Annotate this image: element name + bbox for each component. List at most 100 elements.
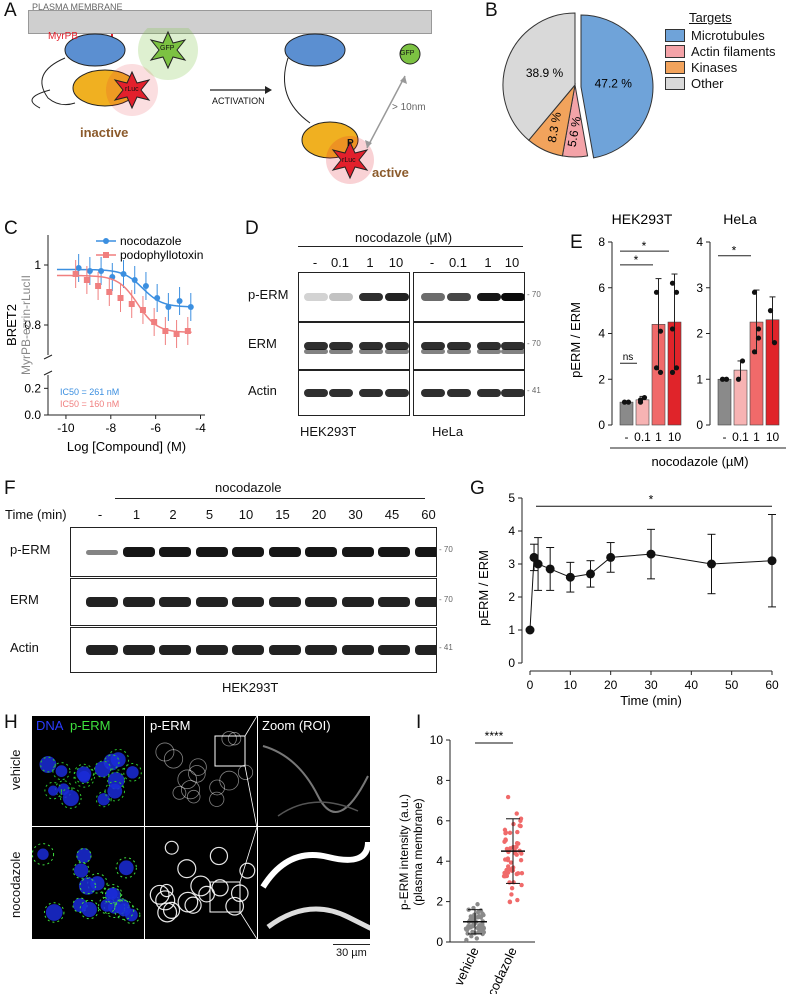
legend-title: Targets — [689, 10, 732, 25]
f-row-label: Actin — [10, 640, 39, 655]
scale-label: 30 µm — [336, 947, 367, 959]
f-band — [159, 645, 191, 655]
d-lane-label: 0.1 — [448, 255, 468, 270]
c-point-nocodazole — [120, 271, 127, 277]
e-bar — [619, 401, 634, 426]
d-row-label: ERM — [248, 336, 277, 351]
cell-membrane — [79, 899, 100, 920]
g-xtick-label: 20 — [604, 678, 618, 692]
cell-outline — [177, 891, 199, 913]
f-lane-label: - — [97, 507, 103, 522]
c-point-podophyllotoxin — [139, 307, 146, 313]
c-point-nocodazole — [142, 283, 149, 289]
cell-outline — [163, 749, 184, 769]
f-band — [159, 597, 191, 607]
cell-nucleus — [62, 789, 79, 807]
panel-label-a: A — [4, 0, 17, 21]
cell-nucleus — [105, 887, 121, 904]
axis-break — [43, 354, 53, 360]
f-header: nocodazole — [215, 480, 282, 495]
d-mw-label: - 70 — [527, 339, 541, 348]
cell-nucleus — [126, 766, 139, 779]
c-legend-label: nocodazole — [120, 234, 182, 248]
f-band — [414, 597, 436, 607]
zoom-vehicle-image — [258, 716, 370, 826]
d-band — [501, 293, 524, 301]
pie-value-label: 47.2 % — [595, 76, 633, 90]
d-band — [304, 342, 328, 350]
e-point — [723, 376, 730, 382]
e-sig-label: * — [634, 253, 639, 267]
cell-outline — [190, 875, 212, 897]
g-point — [767, 556, 777, 566]
activation-label: ACTIVATION — [212, 96, 265, 106]
d-band — [421, 349, 445, 354]
i-point-vehicle — [478, 908, 484, 913]
cell-outline — [177, 859, 197, 879]
f-mw-label: - 70 — [439, 545, 453, 554]
i-ylabel: p-ERM intensity (a.u.) — [397, 794, 411, 910]
f-mw-label: - 70 — [439, 595, 453, 604]
active-label: active — [372, 165, 409, 180]
cell-outline — [188, 765, 206, 783]
cell-membrane — [95, 791, 112, 808]
d-band — [329, 342, 353, 350]
i-ylabel2: (plasma membrane) — [411, 798, 425, 905]
merge-nocodazole-image — [32, 827, 144, 939]
f-lane-label: 60 — [421, 507, 436, 522]
f-band — [305, 547, 337, 557]
g-xtick-label: 30 — [644, 678, 658, 692]
d-band — [477, 349, 501, 354]
f-band — [232, 547, 264, 557]
f-cell-label: HEK293T — [222, 680, 279, 695]
c-point-podophyllotoxin — [95, 283, 102, 289]
i-point-nocodazole — [518, 818, 523, 824]
c-xtick-label: -10 — [57, 421, 75, 435]
cell-outline — [157, 902, 178, 923]
i-point-vehicle — [475, 902, 480, 907]
cell-membrane — [104, 780, 125, 802]
f-lane-label: 10 — [238, 507, 254, 522]
legend-item: Actin filaments — [665, 43, 776, 59]
axis-break — [43, 370, 53, 376]
cell-outline — [164, 840, 179, 855]
cell-nucleus — [73, 863, 89, 878]
pie-slice-microtubules — [580, 14, 654, 159]
d-band — [447, 389, 471, 397]
d-band — [477, 293, 501, 301]
legend-label: Actin filaments — [691, 43, 776, 59]
cell-nucleus — [55, 765, 68, 778]
i-point-nocodazole — [503, 857, 508, 862]
panel-label-h: H — [4, 712, 18, 733]
d-row-label: p-ERM — [248, 287, 289, 302]
roi-line — [244, 716, 257, 737]
f-lane-label: 30 — [348, 507, 363, 522]
f-band — [86, 549, 118, 555]
i-point-nocodazole — [508, 860, 514, 865]
roi-line — [244, 765, 257, 826]
f-band — [86, 597, 118, 607]
roi-line — [239, 911, 257, 939]
d-band — [501, 389, 524, 397]
cell-membrane — [107, 771, 126, 790]
e-point — [767, 308, 774, 314]
perm-green-label: p-ERM — [70, 718, 111, 733]
d-band — [359, 389, 383, 397]
e-ylabel: pERM / ERM — [568, 302, 583, 378]
f-band — [378, 547, 410, 557]
f-band — [159, 547, 191, 557]
d-lane-label: - — [312, 255, 318, 270]
c-xtick-label: -8 — [105, 421, 116, 435]
phospho-label: P — [347, 138, 354, 149]
activation-diagram — [31, 28, 421, 184]
cell-membrane — [73, 763, 94, 784]
panel-label-e: E — [570, 232, 583, 253]
g-xtick-label: 10 — [564, 678, 578, 692]
g-xtick-label: 0 — [527, 678, 534, 692]
gfp-label: GFP — [160, 45, 175, 52]
cell-nucleus — [117, 903, 131, 917]
d-lane-label: 1 — [366, 255, 374, 270]
i-point-nocodazole — [507, 830, 513, 835]
d-lane-label: 10 — [504, 255, 520, 270]
